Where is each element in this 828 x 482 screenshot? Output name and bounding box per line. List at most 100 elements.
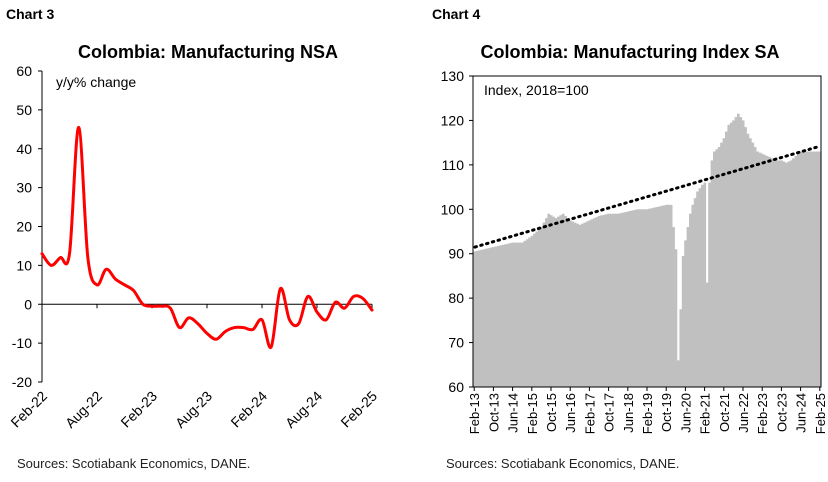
- chart4-bar: [523, 240, 527, 387]
- chart4-bar: [602, 214, 606, 387]
- chart4-bar: [806, 151, 810, 387]
- chart4-bar: [607, 213, 611, 387]
- chart4-bar: [665, 204, 668, 387]
- chart4-y-tick-label: 90: [448, 246, 464, 262]
- chart4-trend-line: [473, 145, 819, 249]
- chart4-x-tick-label: Jun-16: [563, 393, 578, 433]
- chart4-bar: [660, 205, 663, 387]
- chart4-bar: [710, 160, 714, 387]
- chart4-bar: [573, 222, 577, 387]
- chart4-bar: [535, 231, 539, 387]
- chart4-bar: [715, 149, 719, 387]
- chart4-x-tick-label: Feb-17: [582, 393, 597, 434]
- chart4-bar: [506, 243, 510, 387]
- chart4-bar: [809, 151, 812, 387]
- chart3-x-tick-label: Aug-22: [62, 388, 105, 431]
- chart4-x-tick-label: Feb-15: [525, 393, 540, 434]
- chart4-bar: [571, 221, 575, 387]
- chart4-bar: [542, 222, 546, 387]
- chart4-bar: [753, 147, 757, 387]
- chart4-bar: [684, 240, 687, 387]
- chart4-x-tick-label: Feb-19: [640, 393, 655, 434]
- chart4-bar: [485, 248, 488, 387]
- chart4-bar: [657, 206, 661, 387]
- chart3-y-tick-label: 50: [16, 102, 32, 118]
- chart4-x-tick-label: Oct-23: [774, 393, 789, 432]
- chart3-y-tick-label: -20: [12, 374, 32, 390]
- chart4-bar: [489, 247, 493, 387]
- chart4-bar: [617, 213, 620, 387]
- chart4-bar: [662, 205, 666, 387]
- chart4-bar: [792, 158, 795, 387]
- chart4-source: Sources: Scotiabank Economics, DANE.: [446, 456, 680, 471]
- chart4-y-tick-label: 110: [442, 157, 465, 173]
- chart4-bar: [482, 249, 486, 387]
- chart4-bar: [703, 182, 707, 387]
- chart4-bar: [480, 249, 483, 387]
- chart4-bar: [537, 229, 541, 387]
- chart3-x-tick-label: Aug-24: [282, 388, 325, 431]
- chart4-bar: [633, 209, 637, 387]
- chart4-bar: [629, 210, 632, 387]
- chart4-bar: [557, 216, 560, 387]
- chart4-bar: [797, 153, 800, 387]
- chart4-bar: [547, 213, 551, 387]
- chart4-bar: [811, 151, 815, 387]
- chart4-bar: [477, 250, 481, 387]
- chart4-bar: [650, 208, 654, 387]
- chart4-bar: [545, 218, 548, 387]
- chart4-bar: [729, 122, 733, 388]
- chart4-bar: [497, 245, 500, 387]
- chart4-bar: [509, 243, 512, 387]
- chart4-bar: [734, 117, 738, 387]
- chart4-bar: [727, 124, 731, 387]
- chart4-bar: [780, 160, 783, 387]
- chart4-bar: [648, 208, 651, 387]
- chart4-y-axis-label: Index, 2018=100: [484, 82, 589, 98]
- chart4-bar: [552, 216, 555, 387]
- chart4-bar: [559, 215, 563, 387]
- chart4-bar: [516, 242, 519, 387]
- chart4-bar: [725, 131, 728, 387]
- chart4-bar: [583, 222, 587, 387]
- chart4-bar: [816, 151, 819, 387]
- chart4-bar: [674, 249, 678, 387]
- chart3-x-tick-label: Feb-22: [7, 388, 50, 431]
- chart3-series-line: [40, 125, 374, 349]
- chart4-bar: [643, 209, 647, 387]
- chart4-bar: [804, 151, 807, 387]
- chart4-bar: [612, 213, 615, 387]
- chart4-bar: [473, 251, 476, 387]
- chart4-y-tick-label: 130: [441, 68, 465, 84]
- chart4-bar: [775, 160, 779, 387]
- chart4-bar: [626, 211, 630, 387]
- chart4-bar: [801, 151, 805, 387]
- chart4-x-tick-label: Oct-19: [659, 393, 674, 432]
- chart4-bar: [501, 244, 505, 387]
- chart4-bar: [768, 157, 771, 387]
- chart4-bar: [621, 212, 625, 387]
- chart4-bar: [813, 151, 817, 387]
- chart4-bar: [528, 237, 531, 387]
- chart4-bar: [785, 162, 788, 387]
- chart4-bar: [645, 209, 649, 387]
- chart4-x-tick-label: Jun-14: [506, 393, 521, 433]
- chart4-bar: [672, 227, 675, 387]
- chart4-bar: [518, 242, 522, 387]
- chart4-bar: [686, 227, 690, 387]
- chart4-y-tick-label: 70: [448, 335, 464, 351]
- chart4-bar: [717, 147, 721, 387]
- chart4-bar: [681, 255, 685, 387]
- chart4-bar: [578, 224, 582, 387]
- chart4-bar: [561, 213, 565, 387]
- chart3-y-tick-label: -10: [12, 335, 32, 351]
- chart4-x-tick-label: Oct-13: [486, 393, 501, 432]
- chart4-bar: [691, 204, 695, 387]
- chart4-bar: [511, 242, 515, 387]
- chart4-bar: [794, 155, 798, 387]
- chart4-bar: [744, 127, 747, 387]
- chart4-bar: [521, 242, 524, 387]
- chart4-bar: [576, 223, 579, 387]
- chart4-x-tick-label: Jun-18: [621, 393, 636, 433]
- chart4-bar: [720, 142, 723, 387]
